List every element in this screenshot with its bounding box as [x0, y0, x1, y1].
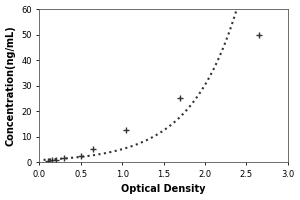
- X-axis label: Optical Density: Optical Density: [121, 184, 206, 194]
- Y-axis label: Concentration(ng/mL): Concentration(ng/mL): [6, 25, 16, 146]
